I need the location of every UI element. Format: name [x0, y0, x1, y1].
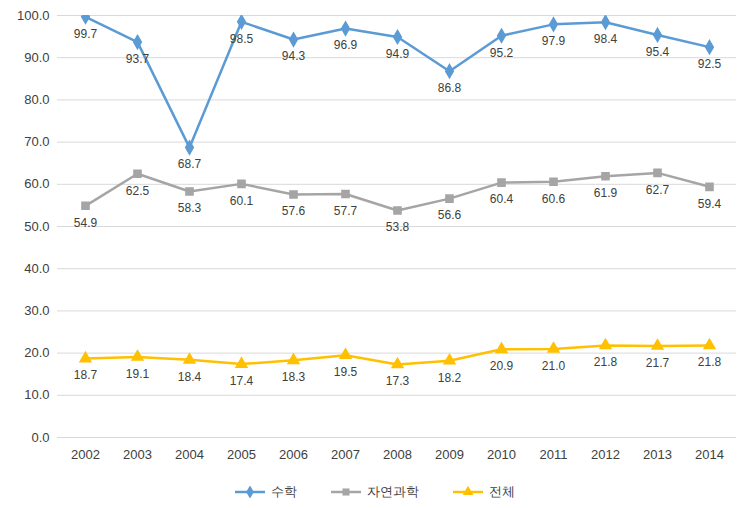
svg-text:2003: 2003	[123, 447, 152, 462]
svg-text:30.0: 30.0	[24, 303, 49, 318]
svg-text:2005: 2005	[227, 447, 256, 462]
svg-text:94.3: 94.3	[282, 49, 306, 63]
svg-text:100.0: 100.0	[17, 8, 50, 23]
html-text:자연과학: 자연과학	[367, 483, 419, 499]
svg-text:2009: 2009	[435, 447, 464, 462]
svg-text:62.7: 62.7	[646, 183, 670, 197]
svg-text:2012: 2012	[591, 447, 620, 462]
svg-text:92.5: 92.5	[698, 57, 722, 71]
svg-text:90.0: 90.0	[24, 50, 49, 65]
svg-text:53.8: 53.8	[386, 220, 410, 234]
svg-text:2013: 2013	[643, 447, 672, 462]
svg-text:57.7: 57.7	[334, 204, 358, 218]
svg-text:60.4: 60.4	[490, 192, 514, 206]
svg-text:21.0: 21.0	[542, 359, 566, 373]
svg-text:2008: 2008	[383, 447, 412, 462]
svg-text:96.9: 96.9	[334, 38, 358, 52]
svg-text:95.2: 95.2	[490, 46, 514, 60]
svg-text:2011: 2011	[540, 447, 568, 462]
svg-text:19.1: 19.1	[126, 367, 150, 381]
svg-text:17.4: 17.4	[230, 374, 254, 388]
svg-text:50.0: 50.0	[24, 219, 49, 234]
svg-text:62.5: 62.5	[126, 184, 150, 198]
svg-text:61.9: 61.9	[594, 186, 618, 200]
svg-text:2006: 2006	[279, 447, 308, 462]
svg-text:98.5: 98.5	[230, 32, 254, 46]
svg-text:21.7: 21.7	[646, 356, 670, 370]
html-text:수학: 수학	[271, 483, 297, 499]
svg-text:68.7: 68.7	[178, 157, 202, 171]
svg-text:18.3: 18.3	[282, 370, 306, 384]
svg-text:2002: 2002	[71, 447, 100, 462]
svg-text:97.9: 97.9	[542, 34, 566, 48]
svg-text:18.7: 18.7	[74, 368, 98, 382]
svg-text:2010: 2010	[487, 447, 516, 462]
svg-text:56.6: 56.6	[438, 208, 462, 222]
svg-text:94.9: 94.9	[386, 47, 410, 61]
svg-text:93.7: 93.7	[126, 52, 150, 66]
svg-text:70.0: 70.0	[24, 134, 49, 149]
svg-text:95.4: 95.4	[646, 45, 670, 59]
svg-text:17.3: 17.3	[386, 374, 410, 388]
svg-text:18.4: 18.4	[178, 370, 202, 384]
svg-text:2004: 2004	[175, 447, 204, 462]
svg-text:20.0: 20.0	[24, 345, 49, 360]
svg-text:80.0: 80.0	[24, 92, 49, 107]
svg-text:86.8: 86.8	[438, 81, 462, 95]
svg-text:19.5: 19.5	[334, 365, 358, 379]
svg-text:59.4: 59.4	[698, 197, 722, 211]
html-text:전체: 전체	[489, 483, 515, 499]
svg-text:60.6: 60.6	[542, 192, 566, 206]
svg-text:57.6: 57.6	[282, 204, 306, 218]
svg-text:60.0: 60.0	[24, 176, 49, 191]
svg-text:60.1: 60.1	[230, 194, 254, 208]
svg-text:18.2: 18.2	[438, 371, 462, 385]
svg-text:20.9: 20.9	[490, 359, 514, 373]
svg-text:21.8: 21.8	[698, 355, 722, 369]
svg-text:21.8: 21.8	[594, 355, 618, 369]
svg-text:2007: 2007	[331, 447, 360, 462]
svg-text:0.0: 0.0	[31, 430, 49, 445]
svg-text:40.0: 40.0	[24, 261, 49, 276]
svg-text:99.7: 99.7	[74, 27, 98, 41]
svg-text:98.4: 98.4	[594, 32, 618, 46]
svg-text:54.9: 54.9	[74, 216, 98, 230]
svg-text:2014: 2014	[695, 447, 724, 462]
svg-text:10.0: 10.0	[24, 387, 49, 402]
svg-text:58.3: 58.3	[178, 201, 202, 215]
